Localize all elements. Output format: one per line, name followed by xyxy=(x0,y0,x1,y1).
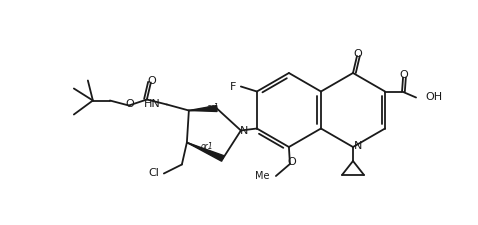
Text: N: N xyxy=(354,140,362,150)
Polygon shape xyxy=(187,143,224,162)
Text: O: O xyxy=(126,99,134,109)
Text: OH: OH xyxy=(425,92,442,102)
Text: O: O xyxy=(288,156,296,166)
Polygon shape xyxy=(189,106,217,112)
Text: or1: or1 xyxy=(201,141,214,150)
Text: O: O xyxy=(400,70,408,80)
Text: HN: HN xyxy=(144,99,161,109)
Text: N: N xyxy=(239,125,248,135)
Text: Me: Me xyxy=(255,170,270,180)
Text: Cl: Cl xyxy=(148,168,159,178)
Text: F: F xyxy=(229,81,236,91)
Text: or1: or1 xyxy=(207,103,219,112)
Text: O: O xyxy=(354,49,362,59)
Text: O: O xyxy=(148,75,156,85)
